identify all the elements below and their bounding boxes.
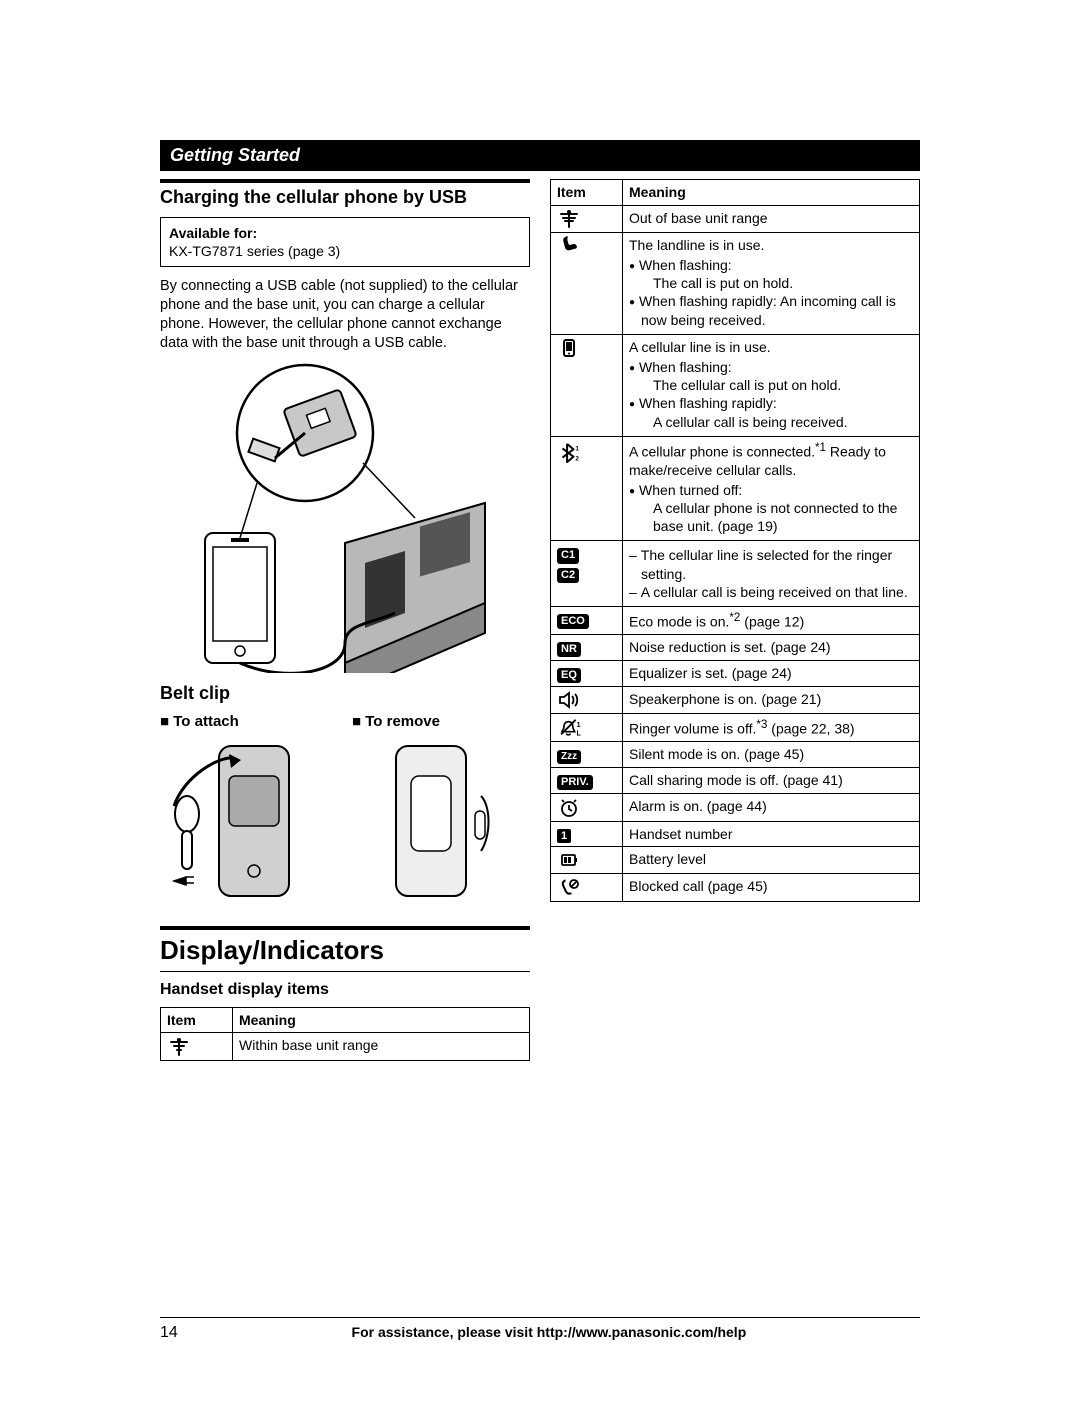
table-row: 1 L Ringer volume is off.*3 (page 22, 38… <box>551 714 920 742</box>
left-column: Charging the cellular phone by USB Avail… <box>160 179 530 1060</box>
svg-text:L: L <box>577 728 582 737</box>
bullet-sub: The call is put on hold. <box>641 274 913 292</box>
belt-attach-figure <box>160 736 338 906</box>
usb-charging-figure <box>160 363 530 673</box>
table-row: Battery level <box>551 846 920 873</box>
sup: *3 <box>756 718 767 731</box>
meaning-out-of-range: Out of base unit range <box>623 205 920 232</box>
table-row: ECO Eco mode is on.*2 (page 12) <box>551 606 920 634</box>
display-indicators-heading: Display/Indicators <box>160 934 530 968</box>
eco-badge: ECO <box>557 614 589 629</box>
battery-icon <box>557 850 581 870</box>
meaning-battery: Battery level <box>623 846 920 873</box>
meaning-eco-b: (page 12) <box>740 614 804 630</box>
bullet-sub: A cellular call is being received. <box>641 413 913 431</box>
page-footer: 14 For assistance, please visit http://w… <box>160 1317 920 1344</box>
meaning-ringer-off: Ringer volume is off. <box>629 721 756 737</box>
meaning-nr: Noise reduction is set. (page 24) <box>623 634 920 660</box>
table-row: Out of base unit range <box>551 205 920 232</box>
table-row: A cellular line is in use. When flashing… <box>551 334 920 436</box>
speaker-icon <box>557 690 581 710</box>
handset-display-items-heading: Handset display items <box>160 980 530 1001</box>
bullet-text: The cellular line is selected for the ri… <box>641 546 913 582</box>
belt-remove-figure <box>352 736 530 906</box>
right-column: Item Meaning Out of base unit range <box>550 179 920 1060</box>
meaning-speakerphone: Speakerphone is on. (page 21) <box>623 687 920 714</box>
belt-clip-figures: ■ To attach ■ To remove <box>160 712 530 911</box>
bullet-text: When flashing rapidly: <box>639 395 777 411</box>
zzz-badge: Zzz <box>557 750 581 764</box>
table-row: Within base unit range <box>161 1033 530 1060</box>
priv-badge: PRIV. <box>557 775 593 790</box>
svg-text:1: 1 <box>575 445 579 452</box>
svg-text:2: 2 <box>575 455 579 462</box>
sup: *2 <box>729 611 740 624</box>
clock-icon <box>557 798 581 818</box>
bullet-text: When flashing: <box>639 359 732 375</box>
table-row: 1 Handset number <box>551 821 920 846</box>
table-row: Alarm is on. (page 44) <box>551 794 920 821</box>
rule-thin <box>160 971 530 972</box>
meaning-ringer-off-b: (page 22, 38) <box>767 721 854 737</box>
handset-items-table-left: Item Meaning Within base unit range <box>160 1007 530 1060</box>
rule <box>160 926 530 930</box>
available-for-box: Available for: KX-TG7871 series (page 3) <box>160 217 530 267</box>
bluetooth-icon: 1 2 <box>557 440 579 466</box>
sup: *1 <box>815 441 826 454</box>
meaning-within-range: Within base unit range <box>233 1033 530 1060</box>
c1-badge: C1 <box>557 548 579 563</box>
table-row: Blocked call (page 45) <box>551 874 920 901</box>
bullet-text: When turned off: <box>639 482 742 498</box>
th-meaning: Meaning <box>623 180 920 205</box>
table-row: Zzz Silent mode is on. (page 45) <box>551 742 920 768</box>
meaning-cellular-in-use: A cellular line is in use. <box>629 339 771 355</box>
available-head: Available for: <box>169 224 521 242</box>
meaning-landline-in-use: The landline is in use. <box>629 237 764 253</box>
table-row: NR Noise reduction is set. (page 24) <box>551 634 920 660</box>
meaning-eco: Eco mode is on. <box>629 614 729 630</box>
table-row: EQ Equalizer is set. (page 24) <box>551 660 920 686</box>
eq-badge: EQ <box>557 668 581 683</box>
table-row: The landline is in use. When flashing: T… <box>551 232 920 334</box>
meaning-blocked: Blocked call (page 45) <box>623 874 920 901</box>
meaning-alarm: Alarm is on. (page 44) <box>623 794 920 821</box>
blocked-call-icon <box>557 878 581 898</box>
cellphone-icon <box>557 338 581 358</box>
footer-text: For assistance, please visit http://www.… <box>178 1323 920 1344</box>
meaning-call-sharing-off: Call sharing mode is off. (page 41) <box>623 768 920 794</box>
table-row: PRIV. Call sharing mode is off. (page 41… <box>551 768 920 794</box>
handset-number-icon: 1 <box>557 829 571 843</box>
bullet-sub: A cellular phone is not connected to the… <box>641 499 913 535</box>
belt-clip-heading: Belt clip <box>160 683 530 705</box>
th-meaning: Meaning <box>233 1008 530 1033</box>
antenna-icon <box>167 1037 191 1057</box>
bullet-text: When flashing rapidly: An incoming call … <box>639 293 896 327</box>
meaning-cell-connected: A cellular phone is connected. <box>629 443 815 459</box>
bullet-sub: The cellular call is put on hold. <box>641 376 913 394</box>
table-row: C1 C2 The cellular line is selected for … <box>551 541 920 607</box>
charging-paragraph: By connecting a USB cable (not supplied)… <box>160 277 530 352</box>
rule <box>160 179 530 183</box>
table-row: 1 2 A cellular phone is connected.*1 Rea… <box>551 436 920 541</box>
charging-heading: Charging the cellular phone by USB <box>160 187 530 209</box>
handset-icon <box>557 236 581 256</box>
section-banner: Getting Started <box>160 140 920 171</box>
belt-attach-label: ■ To attach <box>160 712 338 732</box>
table-row: Speakerphone is on. (page 21) <box>551 687 920 714</box>
meaning-eq: Equalizer is set. (page 24) <box>623 660 920 686</box>
page-number: 14 <box>160 1323 178 1344</box>
bullet-text: A cellular call is being received on tha… <box>641 583 913 601</box>
belt-remove-label: ■ To remove <box>352 712 530 732</box>
c2-badge: C2 <box>557 568 579 583</box>
available-body: KX-TG7871 series (page 3) <box>169 242 521 260</box>
th-item: Item <box>551 180 623 205</box>
meaning-silent: Silent mode is on. (page 45) <box>623 742 920 768</box>
bullet-text: When flashing: <box>639 257 732 273</box>
ringer-off-icon: 1 L <box>557 718 587 738</box>
antenna-out-icon <box>557 209 581 229</box>
th-item: Item <box>161 1008 233 1033</box>
meaning-handset-number: Handset number <box>623 821 920 846</box>
nr-badge: NR <box>557 642 581 657</box>
handset-items-table-right: Item Meaning Out of base unit range <box>550 179 920 901</box>
